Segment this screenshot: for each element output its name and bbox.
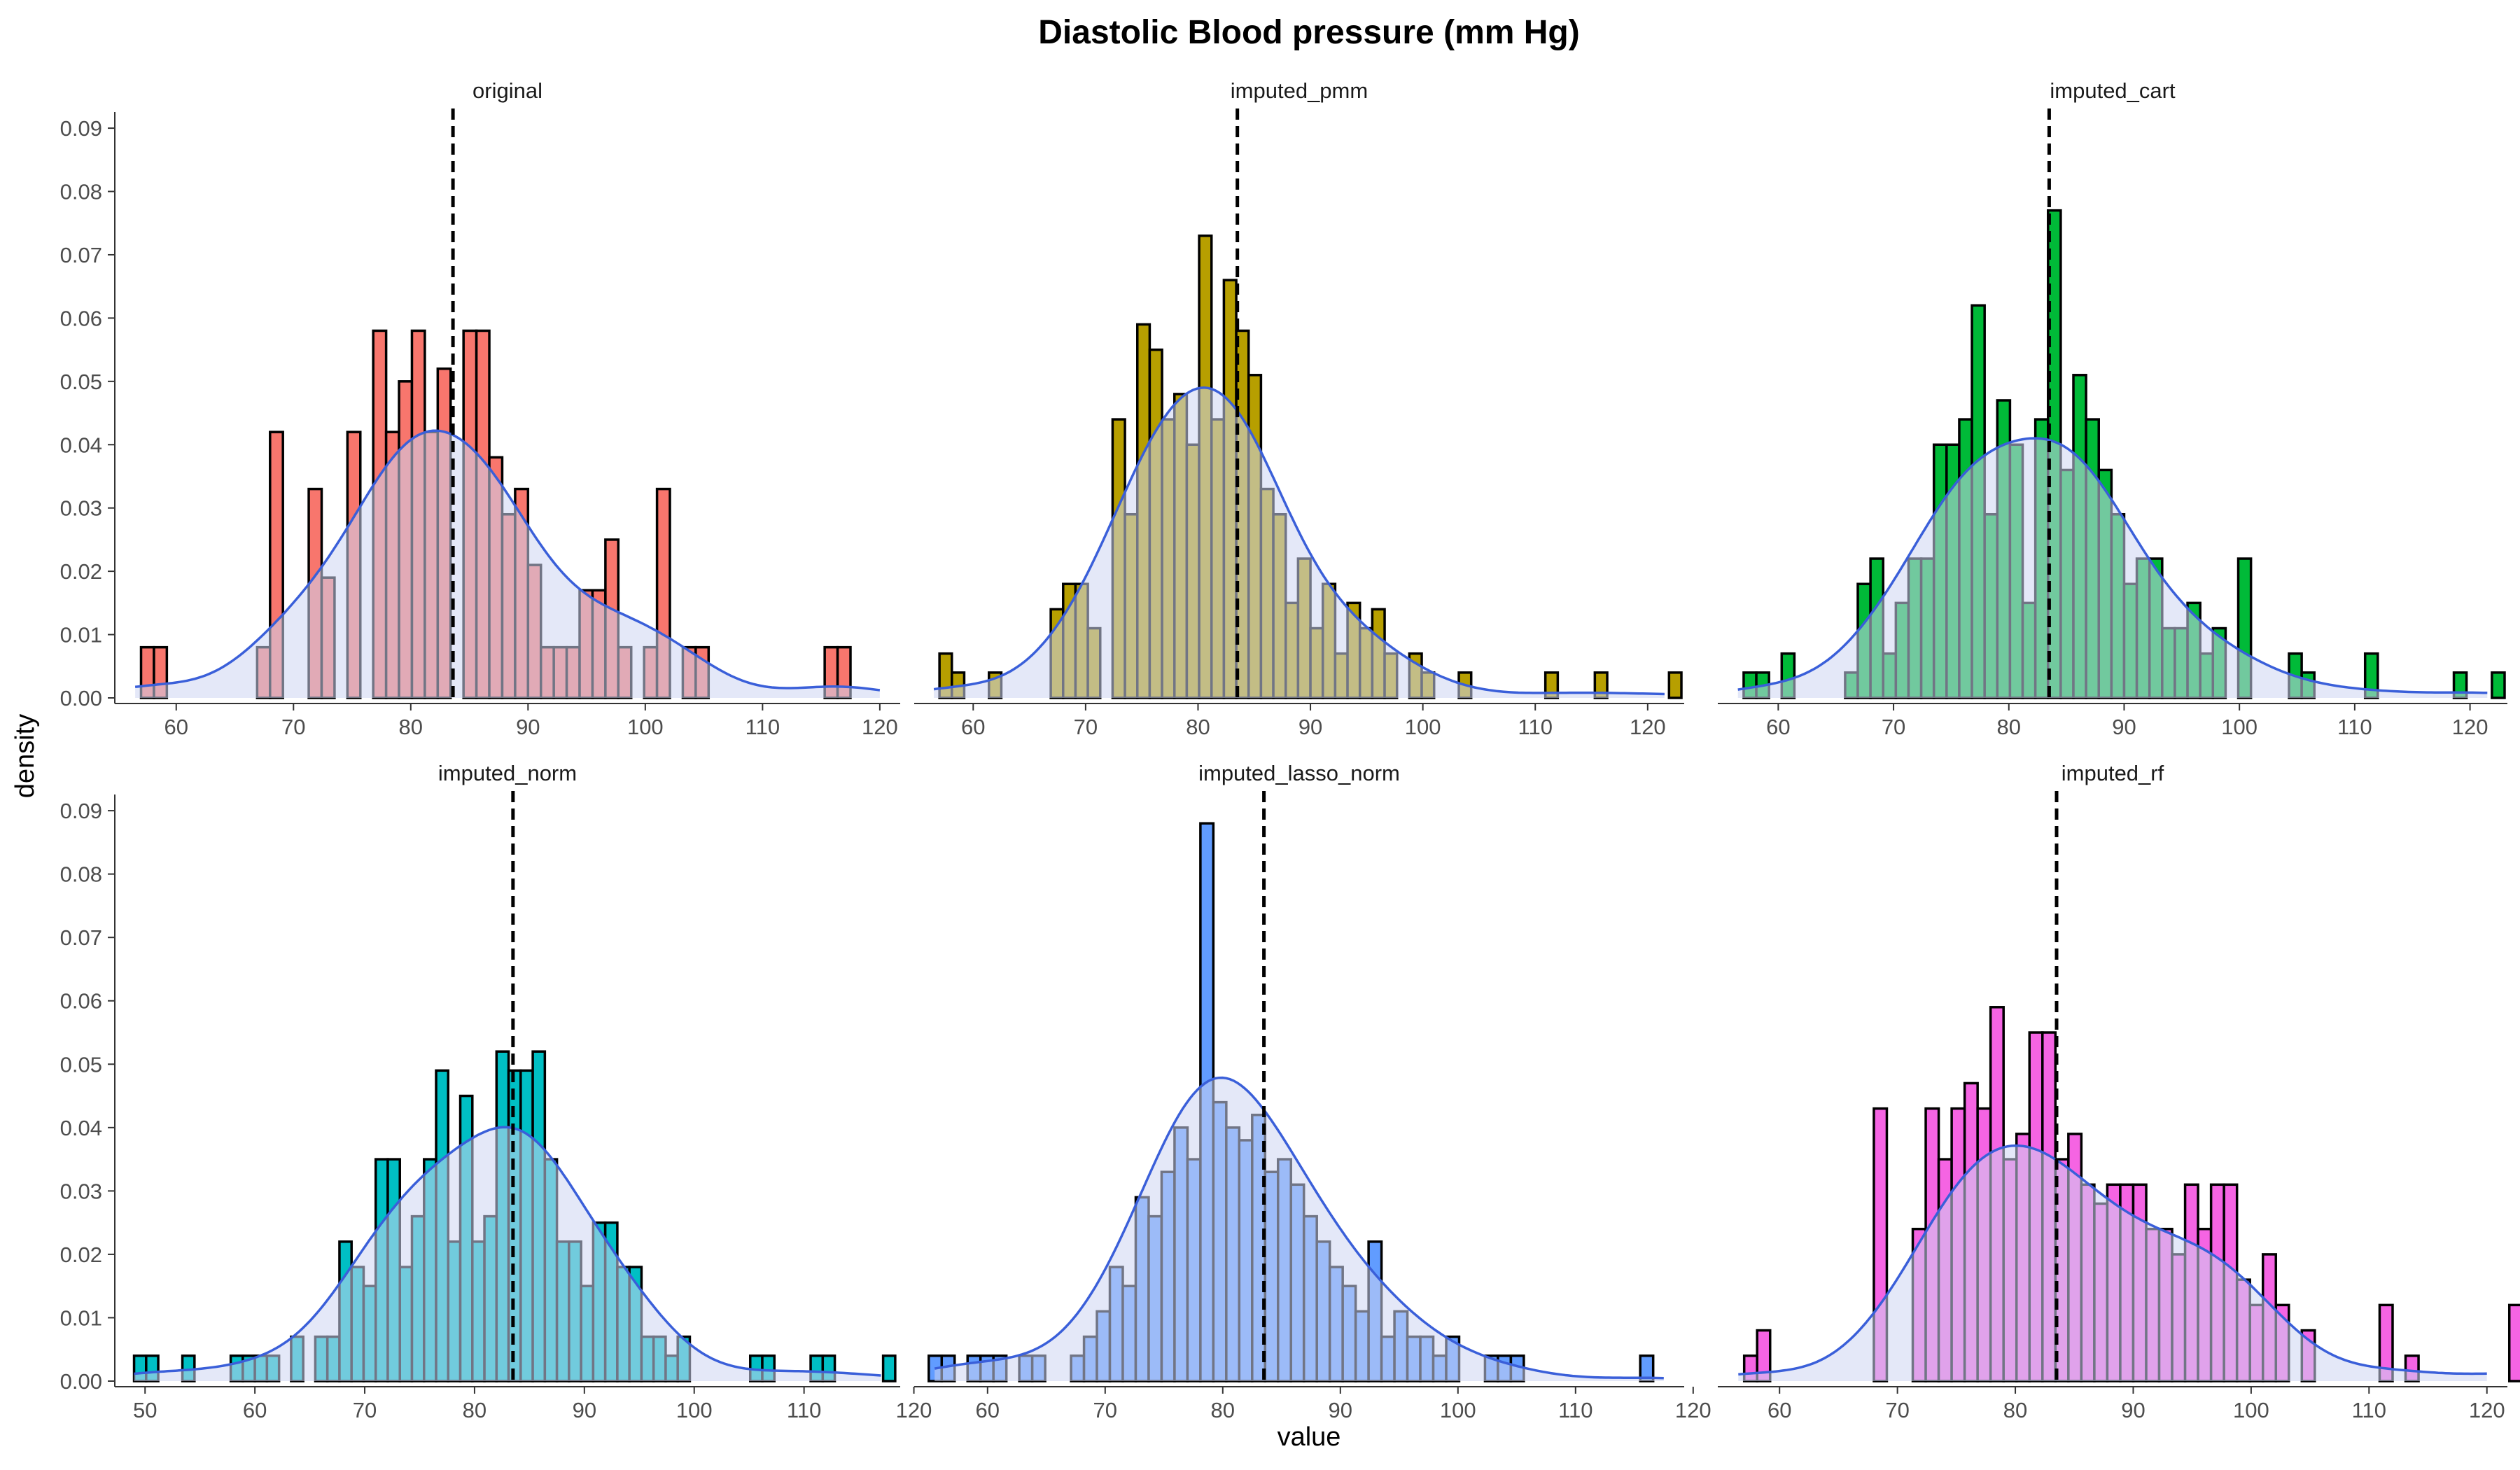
density-area bbox=[135, 430, 880, 698]
x-tick-label: 90 bbox=[1329, 1398, 1352, 1422]
x-tick-label: 100 bbox=[2221, 715, 2258, 739]
x-tick-label: 110 bbox=[1518, 715, 1553, 739]
y-tick-label: 0.04 bbox=[60, 1116, 102, 1140]
panel-title-imputed_lasso_norm: imputed_lasso_norm bbox=[1198, 761, 1400, 785]
x-tick-label: 100 bbox=[627, 715, 664, 739]
x-tick-label: 120 bbox=[862, 715, 898, 739]
x-tick-label: 110 bbox=[2352, 1398, 2386, 1422]
x-tick-label: 60 bbox=[1766, 715, 1790, 739]
histogram-bar bbox=[2491, 671, 2506, 699]
x-tick-label: 90 bbox=[516, 715, 540, 739]
histogram-bar bbox=[2507, 1303, 2520, 1382]
histogram-bar bbox=[881, 1354, 897, 1382]
x-tick-label: 90 bbox=[2121, 1398, 2145, 1422]
y-tick-label: 0.02 bbox=[60, 1242, 102, 1267]
y-tick-label: 0.04 bbox=[60, 433, 102, 457]
x-tick-label: 60 bbox=[961, 715, 985, 739]
panel-title-imputed_norm: imputed_norm bbox=[438, 761, 577, 785]
x-tick-label: 100 bbox=[1440, 1398, 1476, 1422]
density-line bbox=[933, 386, 1665, 696]
y-tick-label: 0.08 bbox=[60, 862, 102, 887]
density-area bbox=[134, 1127, 881, 1381]
y-tick-label: 0.01 bbox=[60, 623, 102, 648]
density-area bbox=[1737, 438, 2488, 698]
x-tick-label: 70 bbox=[1882, 715, 1905, 739]
x-tick-label: 70 bbox=[281, 715, 305, 739]
density-line bbox=[134, 1126, 881, 1377]
density-line bbox=[934, 1076, 1664, 1380]
panel-title-original: original bbox=[472, 78, 542, 103]
x-tick-label: 70 bbox=[1885, 1398, 1909, 1422]
histogram-bar bbox=[1667, 671, 1683, 699]
panel-original: original 60 70 80 90 100 110 120 0.00 0.01 0.02 0.0… bbox=[60, 78, 900, 739]
x-tick-label: 80 bbox=[1997, 715, 2021, 739]
y-tick-label: 0.05 bbox=[60, 1052, 102, 1077]
y-tick-label: 0.09 bbox=[60, 799, 102, 823]
x-tick-label: 100 bbox=[676, 1398, 713, 1422]
y-tick-label: 0.07 bbox=[60, 243, 102, 267]
y-tick-label: 0.03 bbox=[60, 496, 102, 521]
density-area bbox=[934, 1077, 1664, 1381]
x-tick-label: 50 bbox=[133, 1398, 157, 1422]
panel-imputed_lasso_norm: imputed_lasso_norm 60 70 80 90 100 110 120 bbox=[914, 761, 1712, 1422]
x-tick-label: 60 bbox=[164, 715, 188, 739]
x-tick-label: 70 bbox=[1074, 715, 1098, 739]
y-tick-label: 0.05 bbox=[60, 370, 102, 394]
y-tick-label: 0.01 bbox=[60, 1306, 102, 1330]
x-tick-label: 120 bbox=[2469, 1398, 2505, 1422]
y-tick-label: 0.09 bbox=[60, 116, 102, 141]
x-tick-label: 100 bbox=[1405, 715, 1441, 739]
y-tick-label: 0.02 bbox=[60, 559, 102, 584]
x-tick-label: 60 bbox=[1768, 1398, 1791, 1422]
x-tick-label: 100 bbox=[2233, 1398, 2269, 1422]
x-tick-label: 80 bbox=[463, 1398, 486, 1422]
y-tick-label: 0.00 bbox=[60, 1369, 102, 1394]
y-tick-label: 0.06 bbox=[60, 989, 102, 1014]
density-area bbox=[934, 387, 1665, 698]
y-axis-title: density bbox=[10, 714, 40, 798]
chart-title: Diastolic Blood pressure (mm Hg) bbox=[1038, 14, 1579, 51]
x-axis-title: value bbox=[1278, 1422, 1341, 1452]
x-tick-label: 120 bbox=[2452, 715, 2488, 739]
y-tick-label: 0.00 bbox=[60, 686, 102, 710]
panel-imputed_pmm: imputed_pmm 60 70 80 90 100 110 120 bbox=[914, 78, 1684, 739]
panel-title-imputed_pmm: imputed_pmm bbox=[1231, 78, 1368, 103]
panel-imputed_norm: imputed_norm 50 60 70 80 90 100 110 120 0.00 0.01 0… bbox=[60, 761, 932, 1422]
x-tick-label: 110 bbox=[1558, 1398, 1592, 1422]
density-line bbox=[1738, 1144, 2487, 1376]
panel-imputed_cart: imputed_cart 60 70 80 90 100 110 120 bbox=[1718, 78, 2507, 739]
x-tick-label: 90 bbox=[2112, 715, 2136, 739]
y-tick-label: 0.03 bbox=[60, 1179, 102, 1203]
panel-title-imputed_rf: imputed_rf bbox=[2062, 761, 2164, 785]
y-tick-label: 0.06 bbox=[60, 306, 102, 330]
x-tick-label: 110 bbox=[787, 1398, 821, 1422]
x-tick-label: 70 bbox=[1093, 1398, 1117, 1422]
x-tick-label: 70 bbox=[353, 1398, 377, 1422]
x-tick-label: 60 bbox=[243, 1398, 267, 1422]
x-tick-label: 120 bbox=[1675, 1398, 1712, 1422]
x-tick-label: 80 bbox=[1186, 715, 1210, 739]
x-tick-label: 120 bbox=[1630, 715, 1666, 739]
x-tick-label: 90 bbox=[573, 1398, 596, 1422]
x-tick-label: 60 bbox=[976, 1398, 1000, 1422]
density-line bbox=[134, 429, 881, 692]
panel-imputed_rf: imputed_rf 60 70 80 90 100 110 120 bbox=[1718, 761, 2520, 1422]
density-area bbox=[1738, 1145, 2487, 1381]
y-tick-label: 0.07 bbox=[60, 925, 102, 950]
x-tick-label: 110 bbox=[2337, 715, 2372, 739]
panel-title-imputed_cart: imputed_cart bbox=[2050, 78, 2176, 103]
x-tick-label: 80 bbox=[2003, 1398, 2027, 1422]
x-tick-label: 90 bbox=[1298, 715, 1322, 739]
x-tick-label: 120 bbox=[896, 1398, 932, 1422]
y-tick-label: 0.08 bbox=[60, 180, 102, 204]
facet-panels: original 60 70 80 90 100 110 120 0.00 0.01 0.02 0.0… bbox=[60, 78, 2520, 1422]
x-tick-label: 80 bbox=[1211, 1398, 1235, 1422]
density-line bbox=[1737, 437, 2488, 694]
x-tick-label: 80 bbox=[399, 715, 423, 739]
x-tick-label: 110 bbox=[746, 715, 780, 739]
